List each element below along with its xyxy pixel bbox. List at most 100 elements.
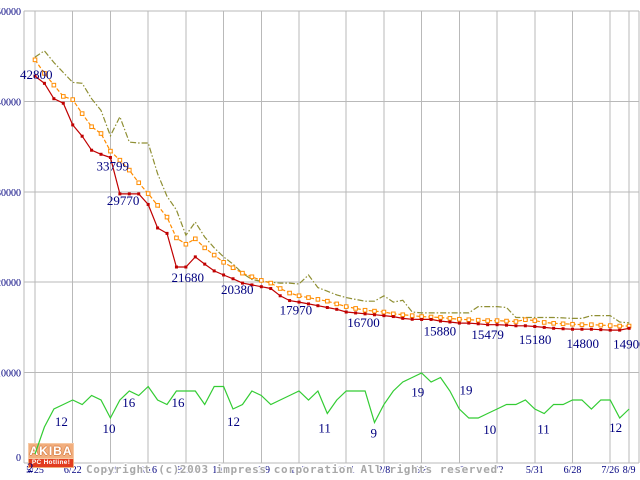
avg-price-marker (523, 317, 528, 323)
min-price-marker (495, 323, 499, 327)
y-axis-label: 20000 (0, 278, 21, 289)
x-axis-label: 7/26 (601, 465, 619, 476)
avg-price-marker (513, 319, 519, 324)
x-axis-label: 5/2 (491, 465, 504, 476)
price-label: 16700 (347, 315, 380, 330)
avg-price-line (34, 59, 630, 327)
shop-count-label: 16 (171, 395, 185, 410)
min-price-marker (589, 327, 593, 331)
avg-price-marker (419, 314, 424, 319)
shop-count-label: 19 (411, 385, 424, 400)
avg-price-marker (325, 298, 330, 304)
min-price-marker (306, 302, 310, 306)
avg-price-marker (249, 274, 255, 280)
y-axis-label: 50000 (0, 7, 21, 18)
min-price-marker (608, 328, 612, 332)
avg-price-marker (183, 241, 189, 247)
shop-count-label: 2 (27, 460, 34, 475)
avg-price-marker (296, 293, 302, 299)
min-price-marker (533, 324, 537, 328)
x-axis-label: 1/11 (337, 465, 354, 476)
min-price-marker (486, 323, 490, 327)
avg-price-marker (127, 167, 132, 173)
min-price-marker (523, 324, 527, 328)
avg-price-marker (174, 235, 179, 241)
price-label: 15180 (519, 332, 552, 347)
min-price-marker (542, 325, 546, 329)
min-price-marker (505, 323, 508, 327)
avg-price-marker (89, 124, 94, 130)
avg-price-marker (108, 148, 113, 154)
avg-price-marker (372, 308, 377, 314)
avg-price-marker (409, 313, 415, 318)
avg-price-marker (164, 214, 170, 220)
min-price-marker (401, 316, 405, 320)
avg-price-marker (155, 203, 160, 208)
min-price-marker (420, 317, 424, 321)
avg-price-marker (221, 260, 226, 265)
avg-price-marker (551, 321, 556, 326)
avg-price-marker (230, 265, 236, 271)
avg-price-marker (617, 323, 622, 329)
shop-count-label: 12 (55, 414, 68, 429)
shop-count-label: 9 (370, 426, 377, 441)
min-price-marker (71, 123, 75, 127)
y-axis-label: 10000 (0, 369, 21, 380)
avg-price-marker (70, 97, 76, 102)
shop-count-label: 10 (102, 421, 115, 436)
avg-price-marker (589, 322, 594, 327)
price-label: 33799 (96, 158, 129, 173)
avg-price-marker (117, 157, 123, 163)
price-label: 20380 (221, 282, 254, 297)
min-price-marker (240, 281, 244, 285)
min-price-marker (193, 255, 197, 259)
avg-price-marker (306, 295, 311, 300)
min-price-marker (127, 192, 131, 196)
x-axis-label: 4/5 (453, 465, 466, 476)
avg-price-marker (598, 322, 604, 328)
avg-price-marker (277, 286, 283, 291)
min-price-marker (448, 320, 452, 324)
min-price-marker (90, 148, 94, 152)
min-price-marker (108, 155, 112, 159)
x-axis-label: 12/7 (290, 465, 308, 476)
min-price-marker (552, 326, 556, 330)
avg-price-marker (51, 82, 57, 88)
x-axis-label: 8/16 (139, 465, 157, 476)
shop-count-label: 11 (537, 422, 550, 437)
min-price-marker (278, 294, 282, 298)
avg-price-marker (32, 57, 38, 63)
avg-price-marker (202, 245, 208, 251)
min-price-marker (203, 262, 207, 266)
min-price-marker (222, 273, 226, 277)
min-price-marker (599, 328, 603, 332)
min-price-marker (212, 269, 216, 273)
avg-price-marker (145, 191, 151, 196)
avg-price-marker (570, 321, 575, 327)
x-axis-label: 8/9 (623, 465, 636, 476)
avg-price-marker (532, 318, 538, 323)
avg-price-marker (438, 315, 443, 320)
shop-count-label: 19 (459, 383, 472, 398)
avg-price-marker (541, 320, 547, 325)
y-axis-label: 30000 (0, 188, 21, 199)
avg-price-marker (334, 301, 340, 307)
x-axis-label: 9/14 (177, 465, 195, 476)
akiba-logo: AKIBA PC Hotline! (28, 443, 74, 468)
x-axis-label: 5/31 (526, 465, 544, 476)
x-axis-label: 7/19 (102, 465, 120, 476)
avg-price-marker (343, 304, 349, 309)
min-price-marker (165, 231, 169, 235)
price-label: 14800 (567, 336, 600, 351)
avg-price-marker (381, 309, 387, 315)
min-price-marker (42, 81, 46, 85)
min-price-marker (184, 265, 188, 269)
y-axis-label: 0 (16, 453, 21, 464)
min-price-marker (174, 265, 178, 269)
min-price-marker (52, 97, 56, 101)
min-price-marker (118, 192, 122, 196)
min-price-marker (250, 283, 254, 287)
min-price-marker (382, 314, 386, 318)
